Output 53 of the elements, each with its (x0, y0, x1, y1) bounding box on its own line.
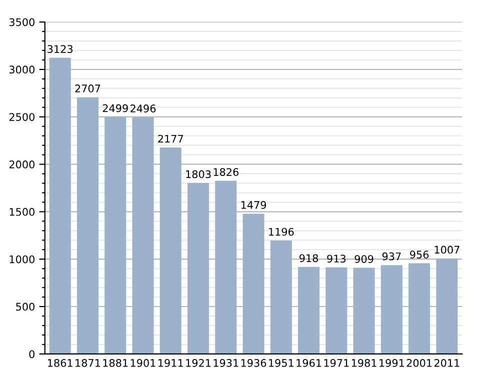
bar (436, 258, 458, 354)
data-label: 1479 (241, 201, 266, 209)
bar (187, 182, 210, 354)
bar (353, 268, 375, 354)
x-tick-label: 1991 (380, 359, 404, 367)
bar (104, 116, 126, 354)
bar (160, 147, 182, 354)
bar (408, 263, 430, 354)
data-label: 909 (354, 255, 374, 263)
data-label: 918 (299, 254, 318, 262)
x-tick-label: 2011 (434, 359, 460, 367)
bar (298, 266, 320, 354)
bar (49, 58, 71, 354)
x-tick-label: 1971 (324, 359, 349, 367)
data-label: 1826 (214, 168, 238, 176)
bar (326, 267, 348, 354)
x-tick-label: 1936 (241, 359, 266, 367)
y-tick-label: 3000 (9, 66, 34, 74)
data-label: 1196 (269, 228, 294, 236)
y-tick-label: 2000 (9, 160, 34, 168)
x-tick-label: 2001 (406, 359, 432, 367)
data-label: 937 (382, 252, 401, 260)
data-label: 2496 (130, 104, 156, 112)
data-label: 1803 (186, 170, 211, 178)
x-tick-label: 1951 (269, 359, 294, 367)
x-tick-label: 1861 (48, 359, 72, 367)
x-tick-label: 1931 (214, 359, 238, 367)
bar (380, 265, 402, 354)
x-tick-label: 1881 (103, 359, 128, 367)
y-tick-label: 3500 (9, 18, 34, 26)
bar (76, 97, 98, 354)
x-tick-label: 1981 (352, 359, 376, 367)
bar (132, 117, 154, 354)
data-label: 913 (327, 254, 346, 263)
x-tick-label: 1921 (186, 359, 211, 367)
x-tick-label: 1901 (130, 359, 156, 367)
data-label: 2707 (75, 84, 100, 92)
x-tick-label: 1961 (296, 359, 322, 367)
data-label: 1007 (434, 246, 460, 254)
data-label: 2177 (158, 134, 183, 143)
y-tick-label: 1000 (10, 255, 34, 264)
bar (215, 180, 237, 354)
data-label: 956 (410, 250, 429, 259)
bar (242, 214, 264, 354)
x-tick-label: 1911 (158, 359, 183, 367)
bar (270, 240, 292, 354)
y-tick-label: 500 (16, 302, 34, 311)
data-label: 3123 (48, 45, 73, 53)
y-tick-label: 0 (29, 350, 34, 358)
data-label: 2499 (102, 104, 128, 112)
y-tick-label: 2500 (9, 113, 34, 121)
y-tick-label: 1500 (10, 208, 34, 216)
x-tick-label: 1871 (76, 359, 100, 367)
